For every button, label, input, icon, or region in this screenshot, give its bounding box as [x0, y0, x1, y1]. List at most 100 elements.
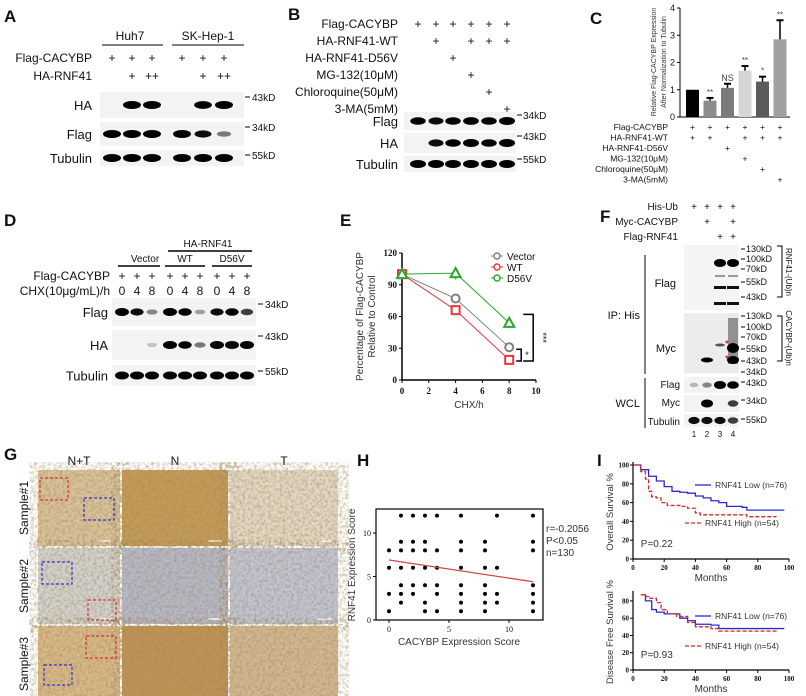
condition-mark: +: [691, 202, 697, 213]
data-point: [423, 513, 427, 518]
blot-tubulin-band: [163, 371, 177, 380]
size-marker: 130kD: [746, 244, 773, 254]
y-tick-label: 80: [622, 480, 630, 488]
blot-flag-band: [103, 130, 121, 138]
y-tick-label: 4: [670, 3, 675, 13]
condition-mark: +: [704, 217, 710, 228]
blot-tubulin-band: [240, 371, 254, 380]
condition-mark: +: [432, 34, 439, 48]
data-point: [504, 342, 515, 353]
data-point: [399, 583, 403, 588]
data-point: [483, 539, 487, 544]
x-tick-label: 60: [723, 675, 731, 683]
data-point: [423, 565, 427, 570]
panel-label-D: D: [4, 211, 16, 230]
blot-wcl-tubulin-band: [727, 417, 739, 424]
stat-label: r=-0.2056: [546, 524, 590, 535]
data-point: [411, 548, 415, 553]
blot-ha-band: [463, 139, 479, 147]
blot-flag-band: [130, 308, 144, 316]
condition-mark: +: [220, 51, 227, 65]
panel-h-scatter-plot: 0 5 10 0 5 10 CACYBP Expression Score RNF41 Exp…: [347, 508, 590, 648]
blot-flag-band: [123, 130, 141, 138]
panel-label-I: I: [597, 451, 602, 470]
blot-band: [727, 302, 739, 305]
panel-f-ubiquitination-blot: His-Ub + + + + Myc-CACYBP + + Flag-RNF41 + + Flag My…: [608, 202, 793, 439]
condition-mark: +: [485, 34, 492, 48]
significance-label: *: [761, 67, 764, 76]
data-point: [411, 565, 415, 570]
ihc-texture: [38, 470, 120, 546]
significance-bracket: [523, 313, 534, 362]
blot-wcl-myc-band: [727, 400, 739, 407]
blot-band: [727, 343, 739, 353]
blot-flag-band: [115, 308, 129, 316]
data-point: [483, 583, 487, 588]
condition-mark: +: [690, 122, 695, 132]
legend-label: Vector: [507, 252, 536, 263]
blot-tubulin-band: [194, 154, 212, 162]
ihc-texture: [230, 470, 338, 546]
p-value-label: P=0.22: [641, 539, 673, 550]
region-box: [43, 664, 73, 686]
blot-flag-band: [173, 130, 191, 138]
wcl-label: WCL: [616, 398, 640, 410]
blot-label: HA: [380, 136, 398, 151]
blot-tubulin-band: [143, 154, 161, 162]
size-marker: 100kD: [746, 254, 773, 264]
size-marker: 100kD: [746, 322, 773, 332]
blot-flag-band: [428, 117, 444, 125]
condition-mark: +: [725, 143, 730, 153]
blot-band: [714, 302, 726, 305]
condition-mark: +: [708, 122, 713, 132]
size-marker: 34kD: [252, 123, 275, 134]
size-marker: 70kD: [746, 264, 768, 274]
blot-tubulin-band: [173, 154, 191, 162]
bar: [686, 89, 699, 117]
blot-ha-band: [143, 101, 161, 109]
data-point: [435, 513, 439, 518]
bar: [756, 81, 769, 117]
legend-label: RNF41 Low (n=76): [715, 480, 787, 490]
condition-label: Flag-CACYBP: [321, 17, 398, 31]
cell-line-label: SK-Hep-1: [182, 29, 235, 43]
blot-label: Flag: [373, 114, 398, 129]
bar: [773, 39, 787, 117]
blot-flag-band: [410, 117, 426, 125]
x-tick-label: 6: [480, 386, 485, 396]
data-point: [531, 591, 535, 596]
x-tick-label: 40: [692, 675, 700, 683]
blot-wcl-flag-membrane: [684, 377, 739, 393]
blot-ha-band: [428, 139, 444, 147]
blot-label: Tubulin: [50, 151, 92, 166]
data-point: [423, 583, 427, 588]
size-marker: 34kD: [265, 300, 288, 311]
y-tick-label: 3: [670, 30, 675, 40]
size-marker: 70kD: [746, 332, 768, 342]
condition-mark: 4: [229, 284, 236, 298]
blot-label: Tubulin: [648, 417, 680, 428]
significance-label: *: [525, 350, 529, 360]
condition-label: His-Ub: [647, 202, 678, 213]
blot-flag-band: [499, 117, 515, 125]
region-box: [83, 497, 115, 521]
condition-mark: +: [243, 269, 250, 283]
y-tick-label: 80: [622, 597, 630, 605]
significance-label: **: [707, 88, 713, 97]
panel-label-F: F: [600, 207, 610, 226]
data-point: [399, 591, 403, 596]
condition-mark: +: [503, 102, 510, 116]
condition-mark: 4: [134, 284, 141, 298]
condition-mark: 0: [167, 284, 174, 298]
blot-tubulin-band: [115, 371, 129, 380]
data-point: [387, 591, 391, 596]
blot-band: [728, 275, 738, 277]
ihc-texture: [230, 626, 338, 696]
size-marker: 55kD: [252, 151, 275, 162]
condition-mark: +: [148, 51, 155, 65]
condition-mark: +: [196, 269, 203, 283]
data-point: [459, 513, 463, 518]
condition-label: CHX(10μg/mL)/h: [20, 284, 110, 298]
series-line-wt: [401, 273, 510, 361]
